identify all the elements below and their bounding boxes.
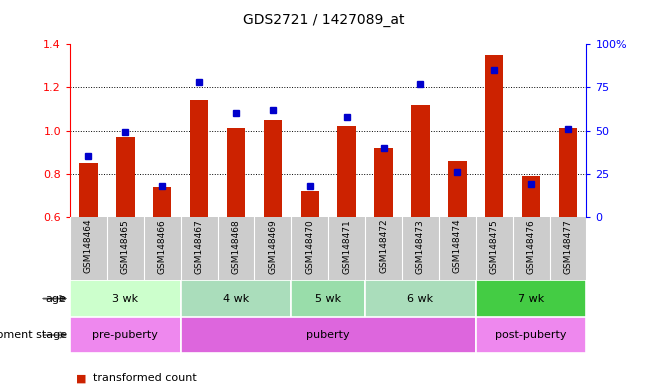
Bar [485,55,503,217]
Text: GSM148469: GSM148469 [268,219,277,274]
Bar [79,163,98,217]
Text: 6 wk: 6 wk [408,293,434,304]
Text: ■: ■ [76,373,87,383]
Text: GSM148466: GSM148466 [157,219,167,274]
Text: GDS2721 / 1427089_at: GDS2721 / 1427089_at [243,13,405,27]
Text: GSM148476: GSM148476 [527,219,536,274]
Bar [181,280,292,317]
Text: GSM148473: GSM148473 [416,219,425,274]
Text: GSM148465: GSM148465 [121,219,130,274]
Text: post-puberty: post-puberty [495,330,567,340]
Bar [448,161,467,217]
Bar [365,280,476,317]
Text: GSM148468: GSM148468 [231,219,240,274]
Bar [227,128,245,217]
Bar [301,191,319,217]
Text: GSM148472: GSM148472 [379,219,388,273]
Text: GSM148477: GSM148477 [564,219,572,274]
Text: 5 wk: 5 wk [315,293,341,304]
Text: 3 wk: 3 wk [112,293,139,304]
Bar [375,148,393,217]
Bar [292,280,365,317]
Text: GSM148464: GSM148464 [84,219,93,273]
Bar [559,128,577,217]
Text: GSM148475: GSM148475 [490,219,499,274]
Bar [411,104,430,217]
Text: GSM148470: GSM148470 [305,219,314,274]
Bar [476,280,586,317]
Text: GSM148474: GSM148474 [453,219,462,273]
Bar [116,137,135,217]
Bar [70,317,181,353]
Bar [153,187,172,217]
Text: 4 wk: 4 wk [223,293,249,304]
Bar [476,317,586,353]
Bar [264,120,282,217]
Text: development stage: development stage [0,330,67,340]
Text: 7 wk: 7 wk [518,293,544,304]
Text: GSM148471: GSM148471 [342,219,351,274]
Text: transformed count: transformed count [93,373,196,383]
Bar [70,280,181,317]
Text: age: age [46,293,67,304]
Bar [181,317,476,353]
Text: GSM148467: GSM148467 [194,219,203,274]
Text: pre-puberty: pre-puberty [93,330,158,340]
Bar [190,100,208,217]
Bar [522,176,540,217]
Bar [338,126,356,217]
Text: puberty: puberty [307,330,350,340]
